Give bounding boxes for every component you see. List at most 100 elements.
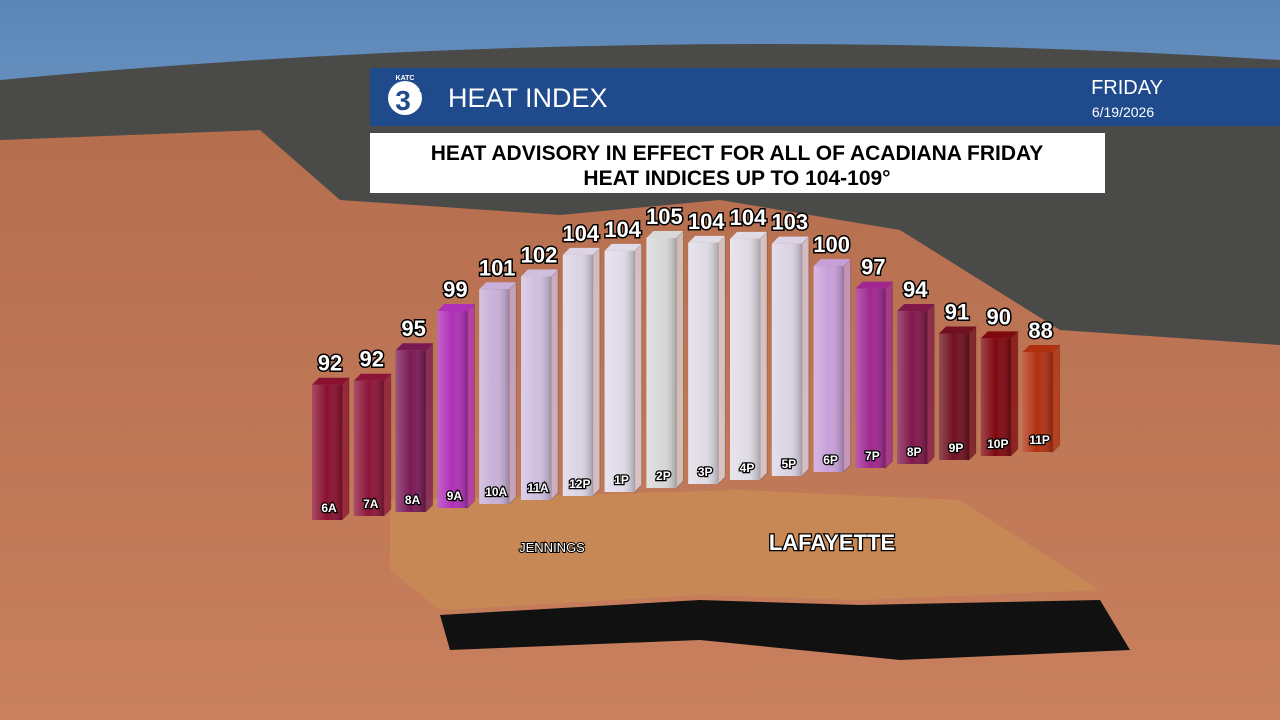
bar-shade — [562, 254, 593, 496]
bar-top — [479, 282, 517, 290]
value-label: 97 — [861, 255, 885, 280]
map-label: JENNINGS — [519, 540, 585, 555]
header-title: HEAT INDEX — [448, 83, 608, 113]
bar-top — [604, 243, 642, 251]
bar-top — [855, 281, 893, 289]
bar-shade — [312, 384, 342, 520]
bar-shade — [980, 338, 1011, 456]
x-tick-label: 9A — [447, 489, 463, 503]
bar-side — [884, 280, 893, 470]
bar-shade — [855, 288, 886, 468]
x-tick-label: 3P — [698, 465, 713, 479]
value-label: 92 — [318, 351, 342, 376]
value-label: 92 — [360, 347, 384, 372]
bar-top — [353, 373, 391, 381]
bar-side — [383, 372, 392, 518]
logo-network: abc — [419, 87, 431, 94]
value-label: 104 — [688, 209, 725, 234]
bar-side — [508, 281, 517, 506]
bar-shade — [1022, 352, 1053, 452]
value-label: 101 — [479, 255, 516, 280]
logo-channel: 3 — [395, 85, 411, 116]
bar-side — [675, 229, 684, 490]
bar-shade — [646, 238, 677, 488]
x-tick-label: 6A — [321, 501, 337, 515]
bar-side — [1052, 343, 1061, 454]
x-tick-label: 10P — [987, 437, 1008, 451]
acadiana — [390, 490, 1100, 610]
x-tick-label: 11A — [527, 481, 549, 495]
x-tick-label: 8P — [907, 445, 922, 459]
bar-shade — [897, 311, 928, 464]
x-tick-label: 7A — [363, 497, 379, 511]
bar-shade — [813, 266, 844, 472]
header-date: 6/19/2026 — [1092, 104, 1154, 120]
value-label: 94 — [903, 277, 928, 302]
bar-top — [312, 377, 349, 385]
value-label: 102 — [521, 242, 558, 267]
bar-top — [771, 236, 809, 244]
x-tick-label: 9P — [949, 441, 964, 455]
value-label: 99 — [443, 277, 467, 302]
bar-top — [980, 331, 1018, 339]
bar-side — [801, 235, 810, 478]
header-bar — [370, 68, 1280, 126]
bar-top — [730, 231, 767, 239]
coast — [440, 600, 1130, 660]
bar-top — [395, 343, 433, 351]
bar-side — [926, 302, 935, 466]
bar-shade — [353, 380, 384, 516]
advisory-box — [370, 133, 1105, 193]
x-tick-label: 7P — [865, 449, 880, 463]
bar-shade — [479, 289, 510, 504]
logo — [388, 81, 422, 115]
x-tick-label: 2P — [656, 469, 671, 483]
x-tick-label: 6P — [823, 453, 838, 467]
bar-shade — [437, 310, 468, 508]
bar-shade — [688, 242, 719, 484]
bar-top — [646, 231, 684, 238]
bar-side — [843, 257, 852, 474]
logo-station: KATC — [396, 75, 415, 82]
bar-shade — [395, 350, 426, 512]
x-tick-label: 8A — [405, 493, 421, 507]
x-tick-label: 1P — [614, 473, 629, 487]
x-tick-label: 12P — [569, 477, 590, 491]
x-tick-label: 5P — [781, 457, 796, 471]
value-label: 104 — [604, 217, 641, 242]
bar-top — [813, 259, 851, 267]
bar-side — [466, 302, 475, 510]
bar-top — [521, 269, 558, 277]
bar-shade — [521, 276, 551, 500]
value-label: 90 — [987, 304, 1011, 329]
bar-side — [550, 268, 559, 502]
x-tick-label: 10A — [485, 485, 507, 499]
value-label: 100 — [813, 232, 850, 257]
advisory-line: HEAT INDICES UP TO 104-109° — [583, 167, 890, 190]
map-label: LAFAYETTE — [769, 530, 895, 555]
bar-top — [939, 326, 976, 334]
bar-side — [759, 230, 768, 482]
bar-top — [562, 247, 600, 255]
bar-shade — [771, 243, 802, 476]
bar-top — [1022, 345, 1060, 352]
bar-side — [592, 246, 601, 498]
advisory-line: HEAT ADVISORY IN EFFECT FOR ALL OF ACADI… — [431, 142, 1044, 165]
bar-shade — [730, 238, 760, 480]
bar-side — [425, 342, 434, 514]
bar-side — [1010, 330, 1019, 458]
bar-side — [341, 376, 350, 522]
value-label: 104 — [562, 221, 599, 246]
bar-shade — [939, 333, 969, 460]
value-label: 104 — [730, 205, 767, 230]
bar-shade — [604, 250, 635, 492]
value-label: 95 — [401, 316, 425, 341]
bar-top — [897, 304, 935, 312]
x-tick-label: 4P — [740, 461, 755, 475]
bar-side — [968, 325, 977, 462]
value-label: 103 — [771, 210, 808, 235]
bar-top — [688, 235, 726, 243]
value-label: 105 — [646, 204, 683, 229]
